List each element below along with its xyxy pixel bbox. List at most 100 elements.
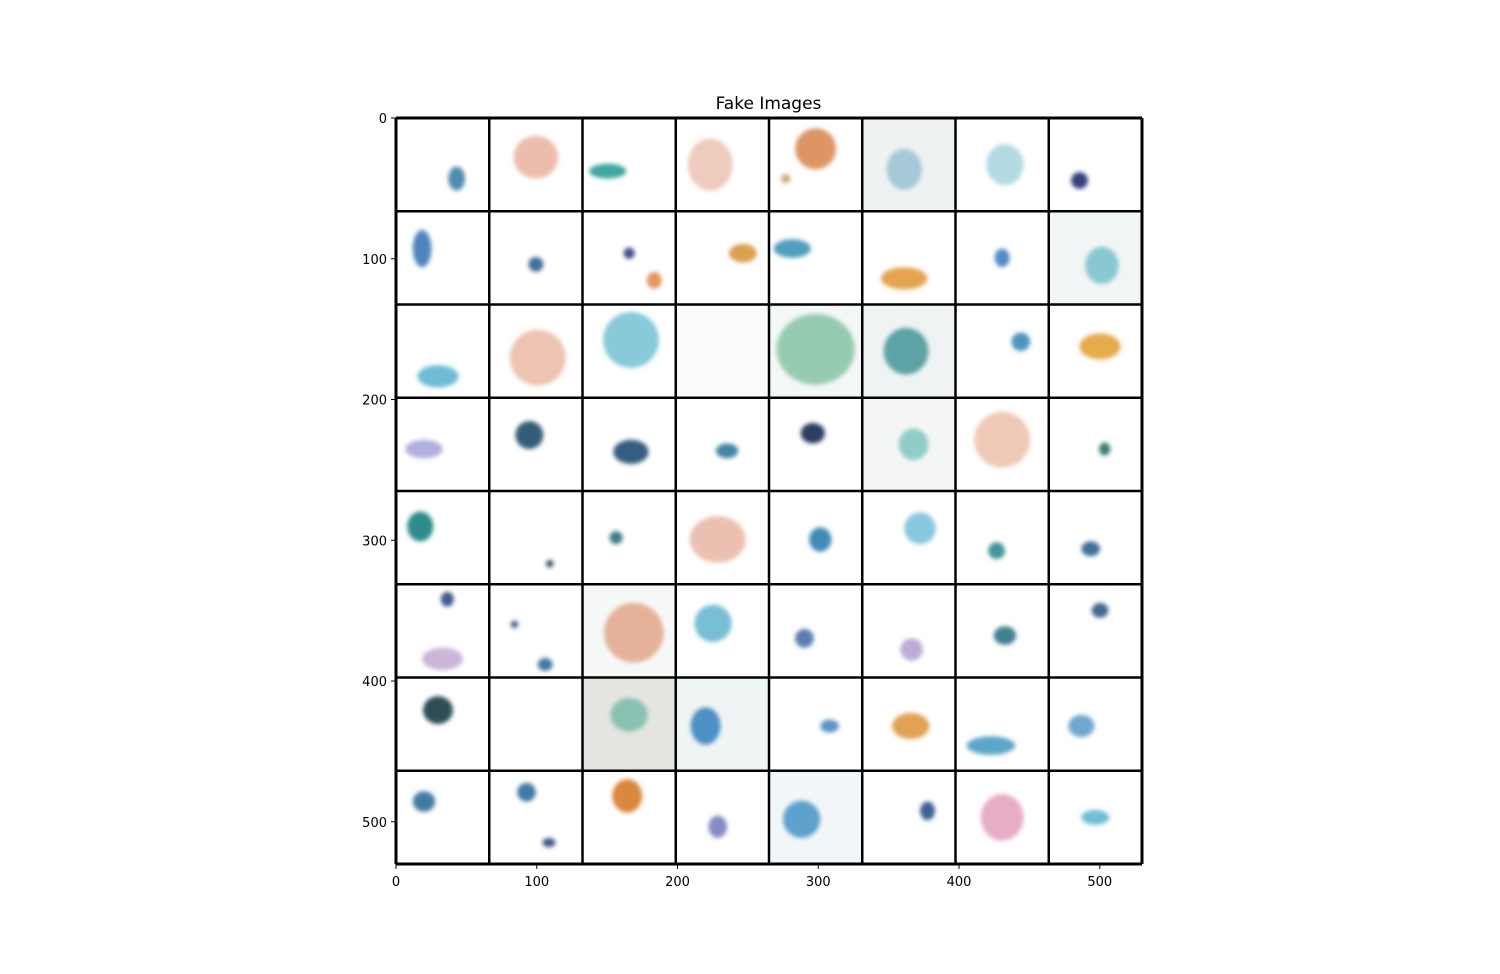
cell-blob bbox=[782, 800, 821, 838]
cell-blob bbox=[900, 638, 923, 661]
cell-blob bbox=[904, 512, 936, 545]
tile-r4-c7 bbox=[1048, 491, 1142, 585]
figure-title: Fake Images bbox=[716, 94, 822, 114]
cell-blob bbox=[417, 365, 459, 388]
tile-r6-c2 bbox=[582, 677, 676, 771]
tile-r1-c7 bbox=[1048, 211, 1142, 305]
cell-blob bbox=[892, 712, 930, 740]
tile-r1-c1 bbox=[489, 211, 583, 305]
tile-r3-c0 bbox=[396, 397, 490, 491]
cell-blob bbox=[646, 271, 662, 289]
cell-blob bbox=[423, 696, 453, 725]
image-grid bbox=[396, 118, 1142, 864]
cell-blob bbox=[980, 794, 1024, 841]
cell-blob bbox=[510, 620, 519, 629]
cell-blob bbox=[537, 657, 553, 671]
y-tick-label: 500 bbox=[362, 816, 387, 831]
tile-r2-c7 bbox=[1048, 304, 1142, 398]
cell-blob bbox=[988, 542, 1005, 560]
tile-r3-c2 bbox=[582, 397, 676, 491]
cell-blob bbox=[422, 647, 464, 671]
cell-blob bbox=[994, 248, 1010, 268]
cell-blob bbox=[776, 313, 855, 385]
cell-blob bbox=[612, 779, 643, 813]
tile-r7-c3 bbox=[675, 770, 769, 864]
tile-r2-c6 bbox=[955, 304, 1049, 398]
tile-r4-c1 bbox=[489, 491, 583, 585]
tile-r4-c5 bbox=[862, 491, 956, 585]
tile-background bbox=[489, 770, 583, 864]
tile-r4-c3 bbox=[675, 491, 769, 585]
x-tick-label: 100 bbox=[524, 875, 549, 890]
cell-blob bbox=[623, 247, 635, 259]
tile-r0-c4 bbox=[769, 118, 863, 212]
tile-background bbox=[1048, 491, 1142, 585]
tile-background bbox=[396, 770, 490, 864]
tile-r0-c7 bbox=[1048, 118, 1142, 212]
cell-blob bbox=[820, 719, 839, 733]
cell-blob bbox=[986, 144, 1024, 186]
tile-background bbox=[955, 677, 1049, 771]
tile-r7-c1 bbox=[489, 770, 583, 864]
tile-background bbox=[769, 211, 863, 305]
tile-background bbox=[862, 211, 956, 305]
tile-r0-c0 bbox=[396, 118, 490, 212]
tile-r2-c5 bbox=[862, 304, 956, 398]
cell-blob bbox=[708, 815, 728, 838]
tile-r5-c2 bbox=[582, 584, 676, 678]
cell-blob bbox=[886, 148, 922, 190]
cell-blob bbox=[1099, 442, 1111, 456]
cell-blob bbox=[993, 626, 1017, 645]
cell-blob bbox=[1071, 172, 1088, 189]
cell-blob bbox=[1079, 333, 1121, 360]
tile-background bbox=[1048, 397, 1142, 491]
tile-r3-c1 bbox=[489, 397, 583, 491]
cell-blob bbox=[1011, 332, 1031, 352]
cell-blob bbox=[542, 837, 556, 848]
cell-blob bbox=[795, 629, 814, 648]
x-tick-label: 200 bbox=[665, 875, 690, 890]
tile-background bbox=[862, 770, 956, 864]
cell-blob bbox=[440, 591, 454, 607]
cell-blob bbox=[687, 138, 733, 191]
cell-blob bbox=[515, 421, 544, 450]
tile-r0-c5 bbox=[862, 118, 956, 212]
tile-r5-c6 bbox=[955, 584, 1049, 678]
tile-r6-c3 bbox=[675, 677, 769, 771]
cell-blob bbox=[781, 173, 791, 184]
cell-blob bbox=[1091, 602, 1109, 618]
tile-background bbox=[955, 491, 1049, 585]
cell-blob bbox=[898, 428, 929, 461]
cell-blob bbox=[528, 256, 544, 272]
tile-r6-c7 bbox=[1048, 677, 1142, 771]
tile-background bbox=[675, 304, 769, 398]
tile-background bbox=[582, 491, 676, 585]
tile-r6-c4 bbox=[769, 677, 863, 771]
tile-r3-c6 bbox=[955, 397, 1049, 491]
tile-background bbox=[489, 677, 583, 771]
y-tick-label: 0 bbox=[379, 112, 387, 127]
cell-blob bbox=[509, 329, 566, 386]
tile-background bbox=[1048, 677, 1142, 771]
cell-blob bbox=[880, 267, 928, 290]
tile-r0-c6 bbox=[955, 118, 1049, 212]
cell-blob bbox=[603, 602, 664, 663]
cell-blob bbox=[405, 439, 443, 459]
tile-r1-c5 bbox=[862, 211, 956, 305]
tile-background bbox=[769, 397, 863, 491]
tile-background bbox=[769, 584, 863, 678]
cell-blob bbox=[603, 311, 659, 368]
tile-r5-c7 bbox=[1048, 584, 1142, 678]
cell-blob bbox=[883, 327, 929, 375]
tile-r0-c2 bbox=[582, 118, 676, 212]
tile-background bbox=[489, 491, 583, 585]
tile-r1-c3 bbox=[675, 211, 769, 305]
cell-blob bbox=[513, 135, 559, 179]
tile-background bbox=[396, 118, 490, 212]
tile-background bbox=[1048, 584, 1142, 678]
tile-r1-c4 bbox=[769, 211, 863, 305]
cell-blob bbox=[690, 707, 721, 745]
cell-blob bbox=[974, 411, 1031, 468]
tile-r6-c6 bbox=[955, 677, 1049, 771]
